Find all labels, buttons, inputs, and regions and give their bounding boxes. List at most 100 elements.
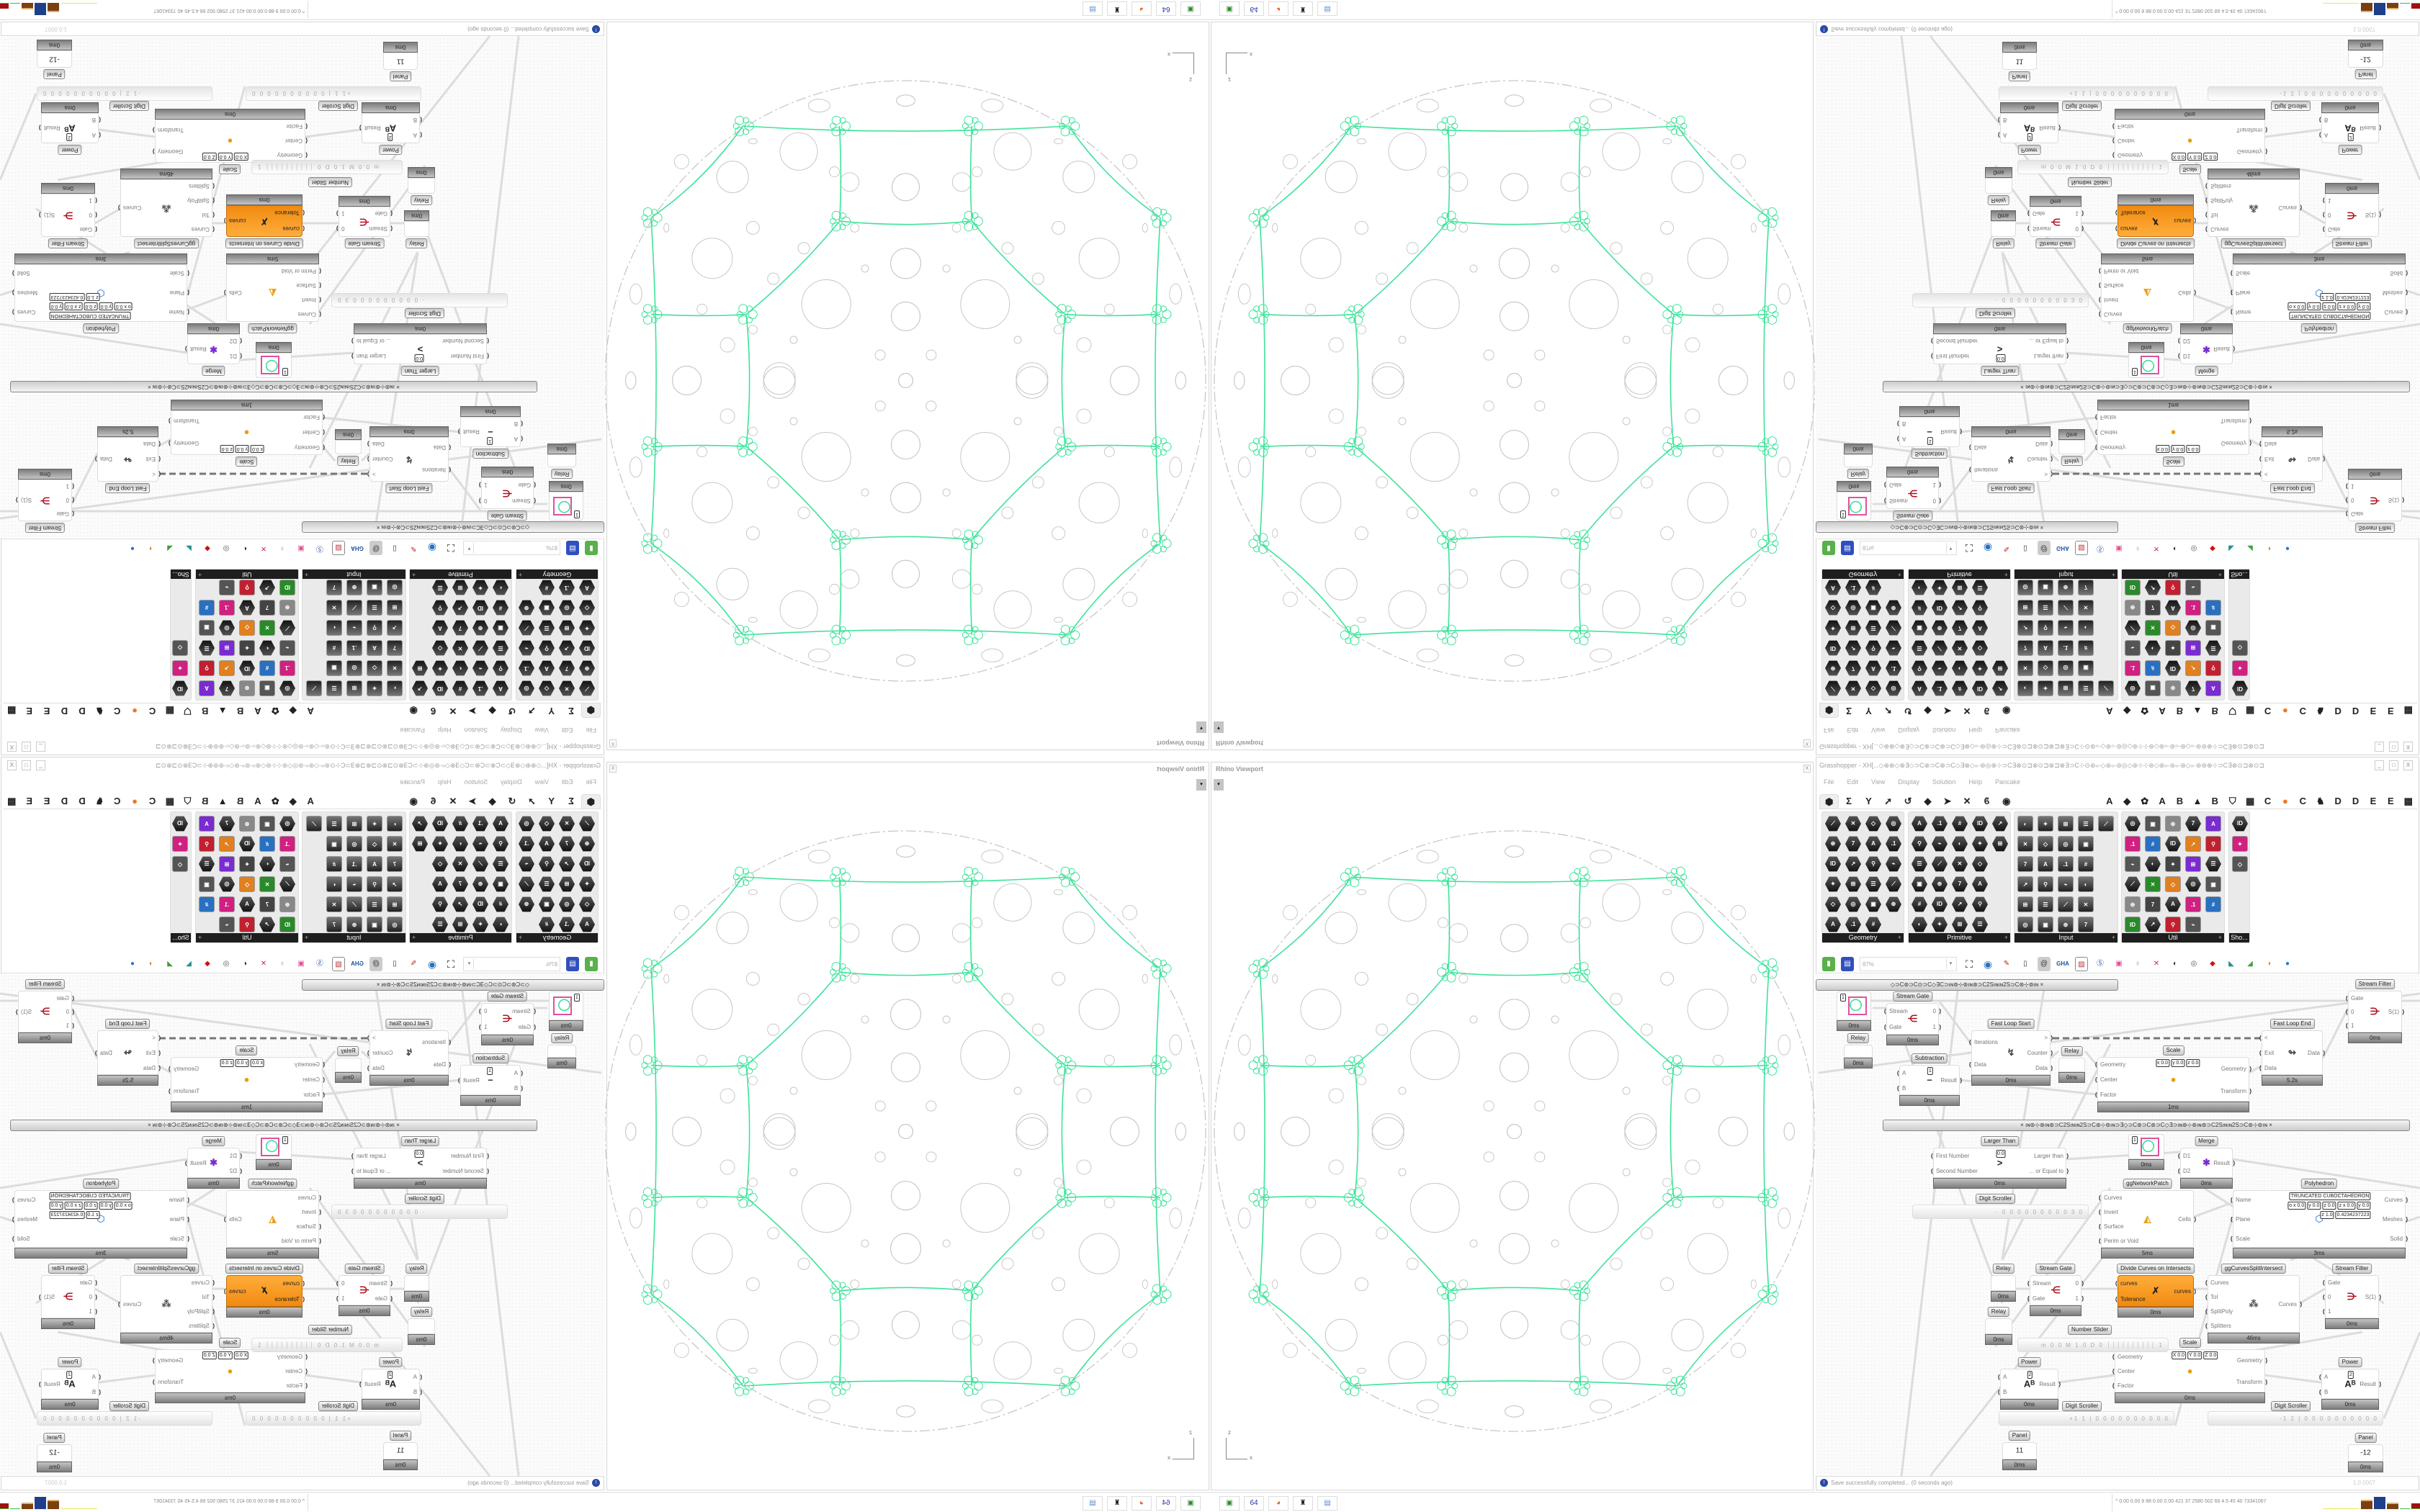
input-port[interactable]: 1 xyxy=(2345,1022,2354,1029)
value-field[interactable]: 1 xyxy=(282,1136,288,1144)
input-port[interactable]: Stream xyxy=(2027,1280,2051,1287)
component-icon[interactable]: .1 xyxy=(1886,836,1901,852)
node-power[interactable]: PowerABResultAᴮ20ms xyxy=(41,1357,99,1410)
output-port[interactable]: S(1) xyxy=(2388,1009,2404,1015)
input-port[interactable]: Curves xyxy=(298,311,316,318)
component-icon[interactable]: ▣ xyxy=(2038,917,2053,932)
red-gem-icon[interactable]: ◆ xyxy=(2210,960,2215,968)
node-relay[interactable]: Relay 0ms xyxy=(547,1033,576,1069)
group-bar[interactable]: × ıɴ⊚⊹⊛ıɴ⊛⊃C2Sıɴıɴ2S⊃C⊛⊹⊚ıɴ⊃∃◇⊃C⊛⊃C⊛⊃C◇∃… xyxy=(1883,1120,2410,1131)
input-port[interactable]: Gate xyxy=(57,510,69,517)
component-icon[interactable]: .1 xyxy=(2058,856,2074,872)
node-panel[interactable]: Panel 11 0ms xyxy=(383,41,418,81)
input-port[interactable]: D1 xyxy=(2178,1153,2190,1159)
node-relay[interactable]: Relay 0ms xyxy=(1991,1264,2016,1302)
surface-icon[interactable]: ◆ xyxy=(1924,795,1932,806)
value-field[interactable]: 1 xyxy=(1840,510,1846,518)
input-port[interactable]: Center xyxy=(302,429,320,436)
component-icon[interactable]: ◇ xyxy=(1972,856,1988,872)
component-icon[interactable]: ↗ xyxy=(2185,836,2201,852)
output-port[interactable]: Geometry xyxy=(2237,1357,2267,1364)
output-port[interactable]: Data xyxy=(2035,441,2048,447)
input-port[interactable]: D1 xyxy=(230,1153,237,1159)
component-icon[interactable]: ↗ xyxy=(2145,917,2161,932)
component-icon[interactable]: # xyxy=(1865,917,1881,932)
output-port[interactable]: 1 xyxy=(1933,1024,1942,1030)
component-icon[interactable]: ☰ xyxy=(1865,876,1881,892)
floppy-64-icon[interactable]: 64 xyxy=(1156,1,1176,16)
node-ggcurvessplitintersect[interactable]: ggCurvesSplitIntersectCurvesTolSplitPoly… xyxy=(120,1264,212,1344)
output-port[interactable]: > xyxy=(2044,1035,2052,1041)
input-port[interactable]: Second Number xyxy=(442,1168,484,1174)
value-field[interactable]: z 0.0 xyxy=(2186,445,2200,453)
plugin-tab[interactable]: A xyxy=(2159,795,2166,806)
node-preview[interactable]: ◯ 1 0ms xyxy=(549,480,583,532)
output-port[interactable]: S(1) xyxy=(21,497,32,503)
input-port[interactable]: A xyxy=(514,436,518,443)
component-icon[interactable]: A xyxy=(2038,856,2053,872)
input-port[interactable]: Scale xyxy=(170,1236,184,1242)
input-port[interactable]: Factor xyxy=(2100,414,2117,420)
digit-scroller[interactable]: -1 2 | 0 0 0 0 0 0 0 0 0 0 xyxy=(2208,86,2383,101)
value-field[interactable]: 2 xyxy=(387,133,393,141)
input-port[interactable]: Exit xyxy=(2259,1050,2275,1056)
output-port[interactable]: Solid xyxy=(17,1236,30,1242)
output-port[interactable]: Result xyxy=(2360,1381,2380,1387)
input-port[interactable]: Second Number xyxy=(1936,338,1978,345)
value-field[interactable]: 1 xyxy=(1927,1067,1933,1075)
node-power[interactable]: PowerABResultAᴮ20ms xyxy=(362,102,420,155)
component-icon[interactable]: ✦ xyxy=(2165,856,2181,872)
component-icon[interactable]: ◇ xyxy=(2165,876,2181,892)
output-port[interactable]: Larger than xyxy=(357,1153,386,1159)
digit-scroller[interactable]: -1 2 | 0 0 0 0 0 0 0 0 0 0 xyxy=(37,86,212,101)
sketch-icon[interactable]: ✎ xyxy=(2003,960,2010,968)
component-icon[interactable]: ✕ xyxy=(2017,836,2033,852)
input-port[interactable]: Invert xyxy=(2099,1209,2118,1215)
output-port[interactable]: S(1) xyxy=(2388,497,2399,503)
component-icon[interactable]: ◎ xyxy=(1845,896,1861,912)
input-port[interactable]: D2 xyxy=(230,338,237,345)
output-port[interactable]: 0 xyxy=(1933,1008,1942,1014)
component-icon[interactable]: 7 xyxy=(2078,917,2094,932)
node-stream-filter[interactable]: Stream FilterGate01S(1)⋺0ms xyxy=(2348,468,2402,533)
value-field[interactable]: z 1.0 xyxy=(86,293,100,301)
output-port[interactable]: Larger than xyxy=(2034,354,2063,360)
component-icon[interactable]: .1 xyxy=(2125,836,2141,852)
zoom-dropdown-icon[interactable]: ▾ xyxy=(1946,959,1955,969)
output-port[interactable]: Transform xyxy=(174,1088,200,1094)
value-field[interactable]: z 0.0 xyxy=(2322,302,2336,310)
crossing-wires-icon[interactable]: ✕ xyxy=(2153,960,2160,968)
node-stream-gate[interactable]: Stream GateStreamGate01⋲0ms xyxy=(1884,991,1942,1046)
node-stream-gate[interactable]: Stream GateStreamGate01⋲0ms xyxy=(2030,195,2081,248)
input-port[interactable]: Invert xyxy=(2104,297,2118,303)
input-port[interactable]: Center xyxy=(285,138,302,144)
input-port[interactable]: Curves xyxy=(192,1279,210,1286)
component-icon[interactable]: ⊞ xyxy=(2017,896,2033,912)
output-port[interactable]: Curves xyxy=(2385,309,2403,315)
output-port[interactable]: curves xyxy=(229,217,246,224)
node-ggnetworkpatch[interactable]: ggNetworkPatchCurvesInvertSurfacePerim o… xyxy=(2101,253,2194,333)
input-port[interactable]: 0 xyxy=(2345,1009,2354,1015)
node-fast-loop-start[interactable]: Fast Loop StartIterationsData>CounterDat… xyxy=(369,1019,449,1086)
input-port[interactable]: Factor xyxy=(2118,123,2134,130)
input-port[interactable]: 0 xyxy=(89,212,92,218)
output-port[interactable]: Transform xyxy=(158,127,184,133)
node-preview[interactable]: ◯ 1 0ms xyxy=(2128,341,2164,390)
value-field[interactable]: z x 0.0 xyxy=(64,302,83,310)
output-port[interactable]: S(1) xyxy=(44,1294,55,1300)
component-icon[interactable]: 7 xyxy=(1952,876,1968,892)
node-divide-curves-on-intersects[interactable]: Divide Curves on IntersectscurvesToleran… xyxy=(2115,1264,2195,1318)
plugin-tab[interactable]: ▩ xyxy=(2403,795,2413,806)
output-port[interactable]: Cells xyxy=(229,289,242,296)
output-port[interactable]: Result xyxy=(190,1160,207,1166)
input-port[interactable]: A xyxy=(1897,1070,1906,1076)
input-port[interactable]: Exit xyxy=(146,456,156,462)
rhino-icon[interactable]: ♜ xyxy=(1107,1496,1127,1511)
component-icon[interactable]: ⊕ xyxy=(1825,836,1841,852)
input-port[interactable]: Iterations xyxy=(1974,467,1998,474)
value-field[interactable]: 0.0 xyxy=(1996,1150,2006,1158)
component-icon[interactable]: ✦ xyxy=(1825,876,1841,892)
input-port[interactable]: curves xyxy=(282,1280,300,1287)
component-icon[interactable]: ⟋ xyxy=(1825,816,1841,832)
firefox-icon[interactable]: ◕ xyxy=(1268,1496,1289,1511)
